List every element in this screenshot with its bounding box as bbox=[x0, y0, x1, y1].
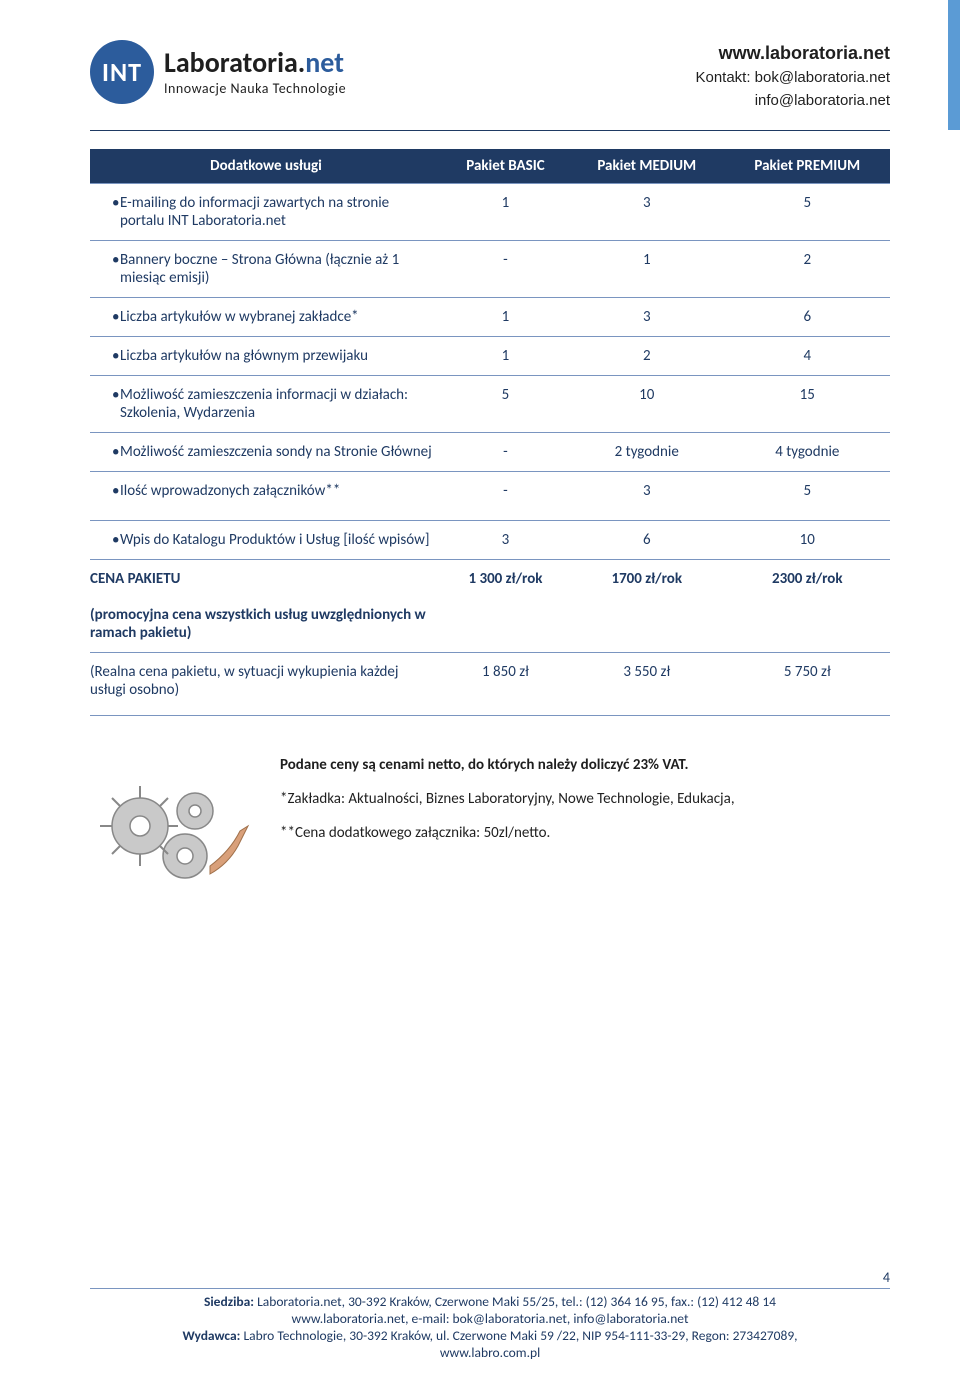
footer-line3: Wydawca: Labro Technologie, 30-392 Krakó… bbox=[90, 1327, 890, 1344]
cell-basic: 1 bbox=[442, 184, 569, 241]
col-header-medium: Pakiet MEDIUM bbox=[569, 149, 725, 184]
table-row-catalog: •Wpis do Katalogu Produktów i Usług [ilo… bbox=[90, 520, 890, 559]
footer-line4: www.labro.com.pl bbox=[90, 1344, 890, 1361]
footer-line1: Siedziba: Laboratoria.net, 30-392 Kraków… bbox=[90, 1293, 890, 1310]
table-row: •Bannery boczne – Strona Główna (łącznie… bbox=[90, 241, 890, 298]
table-row-price: CENA PAKIETU(promocyjna cena wszystkich … bbox=[90, 559, 890, 652]
cell-medium: 1 bbox=[569, 241, 725, 298]
logo-text: Laboratoria.net Innowacje Nauka Technolo… bbox=[164, 48, 346, 96]
notes-text: Podane ceny są cenami netto, do których … bbox=[280, 756, 890, 926]
col-header-basic: Pakiet BASIC bbox=[442, 149, 569, 184]
cell-premium: 6 bbox=[725, 298, 890, 337]
cell-premium: 4 bbox=[725, 337, 890, 376]
services-table: Dodatkowe usługi Pakiet BASIC Pakiet MED… bbox=[90, 149, 890, 709]
cell-medium: 2 bbox=[569, 337, 725, 376]
cell-medium: 3 550 zł bbox=[569, 652, 725, 709]
logo-main-dark: Laboratoria. bbox=[164, 45, 305, 80]
cell-premium: 10 bbox=[725, 520, 890, 559]
table-row: •Możliwość zamieszczenia informacji w dz… bbox=[90, 376, 890, 433]
gears-icon bbox=[90, 756, 260, 926]
contact-line1: Kontakt: bok@laboratoria.net bbox=[695, 67, 890, 90]
logo-main-accent: net bbox=[305, 45, 344, 80]
gears-illustration bbox=[90, 756, 260, 926]
cell-premium: 2 bbox=[725, 241, 890, 298]
notes-area: Podane ceny są cenami netto, do których … bbox=[90, 756, 890, 926]
page-footer: 4 Siedziba: Laboratoria.net, 30-392 Krak… bbox=[90, 1288, 890, 1361]
page-header: INT Laboratoria.net Innowacje Nauka Tech… bbox=[90, 40, 890, 131]
table-row: •Liczba artykułów w wybranej zakładce*13… bbox=[90, 298, 890, 337]
table-row: •Ilość wprowadzonych załączników**-35 bbox=[90, 472, 890, 511]
cell-basic: 1 bbox=[442, 337, 569, 376]
note-vat: Podane ceny są cenami netto, do których … bbox=[280, 756, 890, 774]
cell-basic: 5 bbox=[442, 376, 569, 433]
contact-site: www.laboratoria.net bbox=[695, 40, 890, 67]
cell-basic: 1 bbox=[442, 298, 569, 337]
contact-line2: info@laboratoria.net bbox=[695, 90, 890, 113]
cell-premium: 5 750 zł bbox=[725, 652, 890, 709]
footer-wydawca-text: Labro Technologie, 30-392 Kraków, ul. Cz… bbox=[243, 1327, 797, 1344]
cell-basic: - bbox=[442, 472, 569, 511]
cell-basic: 3 bbox=[442, 520, 569, 559]
col-header-premium: Pakiet PREMIUM bbox=[725, 149, 890, 184]
cell-medium: 10 bbox=[569, 376, 725, 433]
col-header-label: Dodatkowe usługi bbox=[90, 149, 442, 184]
footer-siedziba-text: Laboratoria.net, 30-392 Kraków, Czerwone… bbox=[257, 1293, 776, 1310]
cell-medium: 3 bbox=[569, 184, 725, 241]
table-row-real: (Realna cena pakietu, w sytuacji wykupie… bbox=[90, 652, 890, 709]
note-asterisk2: **Cena dodatkowego załącznika: 50zl/nett… bbox=[280, 824, 890, 842]
cell-premium: 15 bbox=[725, 376, 890, 433]
logo-badge: INT bbox=[90, 40, 154, 104]
cell-medium: 3 bbox=[569, 298, 725, 337]
cell-medium: 2 tygodnie bbox=[569, 433, 725, 472]
cell-basic: 1 850 zł bbox=[442, 652, 569, 709]
table-bottom-rule bbox=[90, 715, 890, 716]
logo-badge-text: INT bbox=[102, 56, 142, 88]
footer-siedziba-label: Siedziba: bbox=[204, 1293, 257, 1310]
footer-wydawca-label: Wydawca: bbox=[182, 1327, 243, 1344]
cell-premium: 5 bbox=[725, 472, 890, 511]
page-number: 4 bbox=[883, 1269, 890, 1286]
cell-basic: 1 300 zł/rok bbox=[442, 559, 569, 652]
page: INT Laboratoria.net Innowacje Nauka Tech… bbox=[0, 0, 960, 926]
cell-premium: 4 tygodnie bbox=[725, 433, 890, 472]
cell-medium: 1700 zł/rok bbox=[569, 559, 725, 652]
table-body: •E-mailing do informacji zawartych na st… bbox=[90, 184, 890, 709]
logo-main: Laboratoria.net bbox=[164, 48, 346, 79]
footer-line2: www.laboratoria.net, e-mail: bok@laborat… bbox=[90, 1310, 890, 1327]
logo-block: INT Laboratoria.net Innowacje Nauka Tech… bbox=[90, 40, 346, 104]
cell-premium: 2300 zł/rok bbox=[725, 559, 890, 652]
cell-basic: - bbox=[442, 433, 569, 472]
spacer-row bbox=[90, 510, 890, 520]
logo-tagline: Innowacje Nauka Technologie bbox=[164, 81, 346, 96]
table-header-row: Dodatkowe usługi Pakiet BASIC Pakiet MED… bbox=[90, 149, 890, 184]
note-asterisk1: *Zakładka: Aktualności, Biznes Laborator… bbox=[280, 790, 890, 808]
table-row: •Liczba artykułów na głównym przewijaku1… bbox=[90, 337, 890, 376]
cell-medium: 3 bbox=[569, 472, 725, 511]
contact-block: www.laboratoria.net Kontakt: bok@laborat… bbox=[695, 40, 890, 112]
table-row: •E-mailing do informacji zawartych na st… bbox=[90, 184, 890, 241]
cell-premium: 5 bbox=[725, 184, 890, 241]
table-row: •Możliwość zamieszczenia sondy na Stroni… bbox=[90, 433, 890, 472]
cell-basic: - bbox=[442, 241, 569, 298]
cell-medium: 6 bbox=[569, 520, 725, 559]
